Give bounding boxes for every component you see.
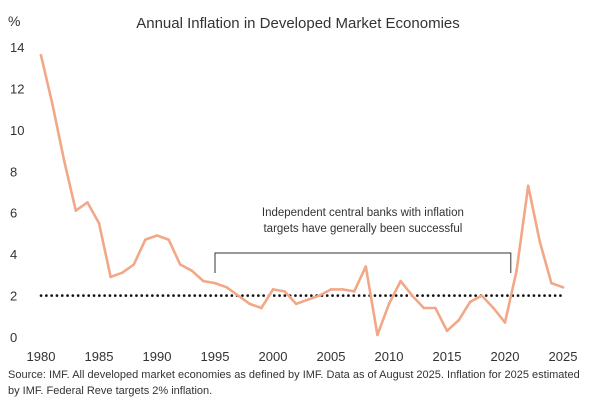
data-point bbox=[62, 159, 66, 163]
data-point bbox=[260, 306, 263, 310]
x-tick-label: 2020 bbox=[491, 349, 520, 364]
chart-title: Annual Inflation in Developed Market Eco… bbox=[136, 15, 460, 32]
data-point bbox=[294, 302, 298, 306]
y-tick-label: 8 bbox=[10, 164, 17, 179]
data-point bbox=[561, 285, 565, 289]
data-point bbox=[538, 240, 542, 244]
source-note: Source: IMF. All developed market econom… bbox=[8, 369, 580, 397]
data-point bbox=[492, 306, 495, 310]
data-point bbox=[225, 285, 228, 289]
x-tick-label: 2000 bbox=[259, 349, 288, 364]
data-point bbox=[236, 294, 240, 297]
inflation-series-line bbox=[39, 53, 565, 337]
data-point bbox=[132, 263, 136, 266]
data-point bbox=[550, 281, 553, 285]
data-point bbox=[410, 294, 414, 297]
annotation-bracket bbox=[214, 252, 512, 273]
data-point bbox=[526, 184, 530, 188]
y-tick-label: 2 bbox=[10, 289, 17, 304]
data-point bbox=[387, 302, 391, 306]
data-point bbox=[202, 279, 205, 283]
x-tick-label: 1980 bbox=[27, 349, 56, 364]
data-point bbox=[283, 290, 286, 293]
data-point bbox=[74, 209, 78, 212]
data-point bbox=[144, 238, 147, 241]
data-point bbox=[39, 53, 43, 57]
x-tick-label: 2015 bbox=[433, 349, 462, 364]
y-tick-label: 4 bbox=[10, 247, 17, 262]
x-tick-label: 1985 bbox=[85, 349, 114, 364]
data-point bbox=[51, 103, 54, 107]
y-tick-label: 14 bbox=[10, 40, 24, 55]
data-point bbox=[480, 294, 484, 297]
data-point bbox=[376, 333, 379, 337]
data-point bbox=[306, 298, 310, 302]
y-tick-label: 10 bbox=[10, 123, 24, 138]
data-point bbox=[248, 302, 252, 306]
data-point bbox=[515, 269, 518, 273]
data-point bbox=[318, 294, 321, 297]
y-tick-label: 6 bbox=[10, 206, 17, 221]
data-point bbox=[109, 275, 112, 279]
data-point bbox=[364, 265, 368, 268]
data-point bbox=[155, 234, 159, 237]
x-tick-label: 2005 bbox=[317, 349, 346, 364]
y-tick-label: 0 bbox=[10, 330, 17, 345]
data-point bbox=[434, 306, 437, 310]
data-point bbox=[445, 329, 449, 333]
y-axis-unit-label: % bbox=[8, 13, 20, 29]
data-point bbox=[503, 321, 507, 324]
data-point bbox=[329, 288, 333, 291]
data-point bbox=[422, 306, 426, 310]
x-tick-label: 2025 bbox=[549, 349, 578, 364]
x-tick-label: 1990 bbox=[143, 349, 172, 364]
x-tick-label: 1995 bbox=[201, 349, 230, 364]
data-point bbox=[120, 271, 124, 275]
data-point bbox=[352, 290, 356, 293]
data-point bbox=[468, 300, 472, 304]
data-point bbox=[167, 238, 170, 241]
y-tick-label: 12 bbox=[10, 81, 24, 96]
annotation-text-line: Independent central banks with inflation bbox=[262, 207, 464, 219]
data-point bbox=[213, 281, 217, 285]
data-point bbox=[190, 269, 194, 273]
data-point bbox=[86, 201, 89, 204]
data-point bbox=[271, 288, 275, 291]
data-point bbox=[399, 279, 402, 283]
data-point bbox=[178, 263, 182, 266]
annotation-text-line: targets have generally been successful bbox=[263, 223, 462, 235]
data-point bbox=[341, 288, 344, 291]
data-point bbox=[457, 319, 460, 322]
data-point bbox=[97, 221, 101, 225]
x-tick-label: 2010 bbox=[375, 349, 404, 364]
